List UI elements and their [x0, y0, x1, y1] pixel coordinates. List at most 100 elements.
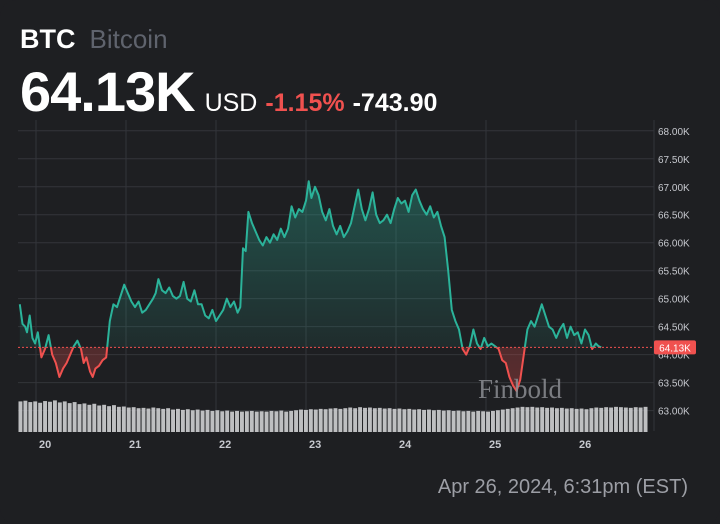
- volume-bar: [156, 408, 161, 432]
- volume-bar: [38, 402, 43, 432]
- volume-bar: [550, 407, 554, 432]
- y-tick-label: 63.50K: [658, 379, 690, 390]
- volume-bar: [264, 411, 269, 432]
- volume-bar: [609, 407, 614, 432]
- volume-bar: [363, 407, 367, 432]
- volume-bar: [574, 408, 579, 432]
- volume-bar: [220, 411, 225, 432]
- volume-bar: [136, 408, 141, 432]
- volume-bar: [387, 408, 392, 432]
- volume-bar: [628, 407, 633, 432]
- x-tick-label: 24: [399, 439, 412, 451]
- volume-bar: [210, 410, 215, 432]
- volume-bar: [48, 401, 52, 432]
- volume-bar: [171, 409, 175, 432]
- volume-bar: [200, 410, 205, 432]
- ticker-symbol: BTC: [20, 24, 76, 54]
- volume-bar: [126, 407, 131, 432]
- volume-bar: [180, 409, 185, 432]
- change-absolute: -743.90: [352, 89, 438, 117]
- volume-bar: [87, 404, 92, 432]
- volume-bar: [564, 408, 569, 432]
- ticker-row: BTC Bitcoin: [20, 24, 437, 55]
- volume-bar: [643, 406, 648, 432]
- y-tick-label: 65.50K: [658, 267, 690, 278]
- volume-bar: [102, 404, 107, 432]
- volume-bar: [28, 402, 33, 432]
- x-tick-label: 23: [309, 439, 321, 451]
- y-tick-label: 63.00K: [658, 407, 690, 418]
- volume-bar: [303, 409, 308, 432]
- volume-bar: [185, 409, 190, 432]
- volume-bar: [466, 410, 471, 432]
- volume-bar: [244, 411, 249, 432]
- volume-bar: [249, 410, 254, 432]
- volume-bar: [545, 407, 550, 432]
- volume-bar: [116, 406, 121, 432]
- volume-bar: [308, 409, 313, 432]
- volume-bar: [372, 408, 377, 432]
- volume-bar: [614, 406, 618, 432]
- volume-bar: [62, 401, 67, 432]
- change-percent: -1.15%: [265, 89, 345, 117]
- volume-bar: [540, 407, 545, 432]
- volume-bar: [412, 409, 417, 432]
- volume-bar: [52, 400, 57, 432]
- price-line-up: [18, 180, 602, 348]
- volume-bar: [235, 410, 239, 432]
- volume-bar: [427, 409, 431, 432]
- volume-bar: [289, 410, 294, 432]
- asset-name: Bitcoin: [89, 24, 168, 54]
- volume-bar: [348, 407, 353, 432]
- price-row: 64.13K USD -1.15% -743.90: [20, 59, 437, 124]
- finbold-watermark: Finbold: [478, 374, 563, 404]
- y-tick-label: 64.00K: [658, 351, 690, 362]
- y-tick-label: 65.00K: [658, 295, 690, 306]
- x-tick-label: 22: [219, 439, 231, 451]
- volume-bar: [225, 410, 230, 432]
- volume-bar: [353, 408, 358, 432]
- volume-bar: [461, 411, 466, 432]
- volume-bar: [338, 408, 343, 432]
- timestamp: Apr 26, 2024, 6:31pm (EST): [437, 476, 688, 498]
- volume-bar: [431, 410, 436, 432]
- volume-bar: [23, 400, 28, 432]
- volume-bar: [358, 407, 363, 432]
- volume-bar: [481, 411, 486, 432]
- volume-bar: [151, 407, 156, 432]
- y-tick-label: 66.50K: [658, 211, 690, 222]
- volume-bar: [294, 410, 299, 432]
- volume-bar: [525, 407, 530, 432]
- volume-bar: [594, 407, 599, 432]
- volume-bar: [107, 406, 112, 432]
- volume-bar: [402, 409, 407, 432]
- volume-bar: [407, 408, 412, 432]
- volume-bar: [166, 408, 171, 432]
- volume-bar: [318, 408, 323, 432]
- volume-bar: [397, 408, 402, 432]
- volume-bar: [328, 408, 333, 432]
- volume-bar: [535, 407, 540, 432]
- y-tick-label: 68.00K: [658, 127, 690, 138]
- volume-bar: [569, 408, 574, 432]
- x-tick-label: 20: [39, 439, 51, 451]
- volume-bar: [491, 410, 495, 432]
- volume-bar: [274, 411, 279, 432]
- volume-bar: [141, 407, 146, 432]
- x-tick-label: 25: [489, 439, 501, 451]
- volume-bar: [161, 408, 166, 432]
- y-tick-label: 67.00K: [658, 183, 690, 194]
- volume-bar: [195, 409, 200, 432]
- volume-bar: [604, 407, 609, 432]
- volume-bar: [190, 410, 195, 432]
- x-tick-label: 21: [129, 439, 141, 451]
- volume-bar: [284, 411, 289, 432]
- volume-bar: [515, 407, 520, 432]
- volume-bar: [618, 407, 623, 432]
- volume-bar: [476, 410, 481, 432]
- volume-bar: [486, 411, 490, 432]
- volume-bar: [382, 408, 387, 432]
- volume-bar: [131, 407, 136, 432]
